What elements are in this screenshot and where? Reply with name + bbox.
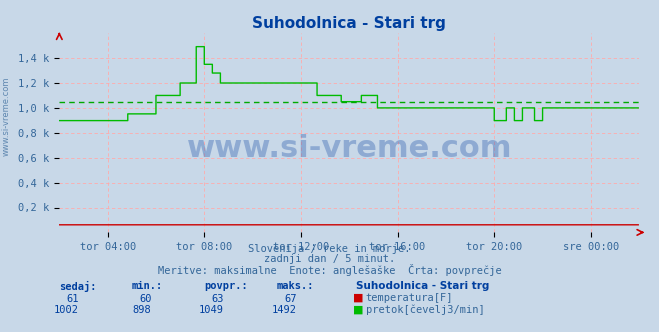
Text: sedaj:: sedaj: (59, 281, 97, 291)
Text: povpr.:: povpr.: (204, 281, 248, 290)
Text: zadnji dan / 5 minut.: zadnji dan / 5 minut. (264, 254, 395, 264)
Text: 67: 67 (284, 294, 297, 304)
Text: temperatura[F]: temperatura[F] (366, 293, 453, 303)
Text: Meritve: maksimalne  Enote: anglešaške  Črta: povprečje: Meritve: maksimalne Enote: anglešaške Čr… (158, 264, 501, 276)
Text: 60: 60 (139, 294, 152, 304)
Text: 1002: 1002 (54, 305, 79, 315)
Text: 1492: 1492 (272, 305, 297, 315)
Text: www.si-vreme.com: www.si-vreme.com (2, 76, 11, 156)
Text: min.:: min.: (132, 281, 163, 290)
Text: 898: 898 (133, 305, 152, 315)
Text: ■: ■ (353, 304, 363, 314)
Text: www.si-vreme.com: www.si-vreme.com (186, 134, 512, 163)
Text: ■: ■ (353, 293, 363, 303)
Text: Slovenija / reke in morje.: Slovenija / reke in morje. (248, 244, 411, 254)
Text: pretok[čevelj3/min]: pretok[čevelj3/min] (366, 304, 484, 315)
Text: 61: 61 (67, 294, 79, 304)
Text: Suhodolnica - Stari trg: Suhodolnica - Stari trg (356, 281, 489, 290)
Text: 1049: 1049 (199, 305, 224, 315)
Text: maks.:: maks.: (277, 281, 314, 290)
Text: 63: 63 (212, 294, 224, 304)
Title: Suhodolnica - Stari trg: Suhodolnica - Stari trg (252, 16, 446, 31)
